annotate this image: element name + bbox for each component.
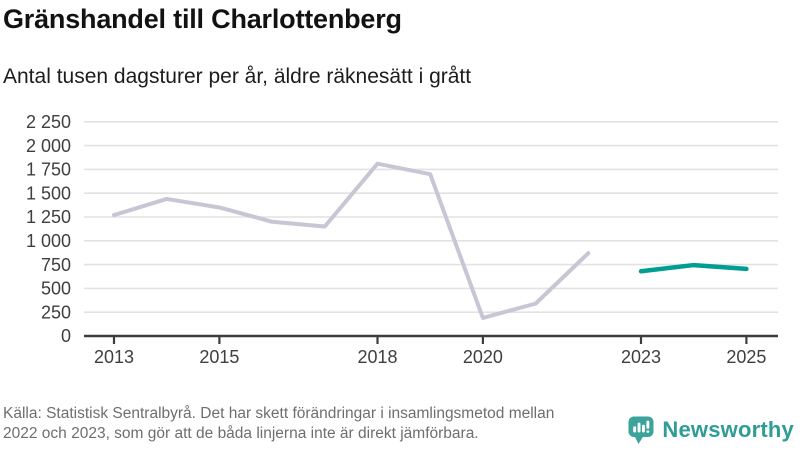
- y-tick-label: 750: [41, 255, 71, 275]
- x-tick-label: 2020: [463, 347, 503, 367]
- y-tick-label: 1 750: [26, 160, 71, 180]
- y-tick-label: 1 000: [26, 231, 71, 251]
- y-tick-label: 500: [41, 279, 71, 299]
- x-tick-label: 2023: [621, 347, 661, 367]
- source-note: Källa: Statistisk Sentralbyrå. Det har s…: [3, 405, 555, 442]
- bar-chart-glyph: [633, 420, 650, 433]
- y-tick-label: 0: [61, 326, 71, 346]
- chart-title: Gränshandel till Charlottenberg: [3, 4, 402, 34]
- y-tick-label: 1 250: [26, 207, 71, 227]
- newsworthy-bubble-chart-icon: [628, 416, 654, 444]
- chart-subtitle: Antal tusen dagsturer per år, äldre räkn…: [3, 65, 472, 88]
- x-tick-label: 2013: [94, 347, 134, 367]
- series-line-old-method: [112, 161, 591, 320]
- x-tick-label: 2015: [199, 347, 239, 367]
- newsworthy-logo-text: Newsworthy: [662, 417, 794, 442]
- y-tick-label: 2 000: [26, 136, 71, 156]
- chart-canvas: 0 250 500 750 1 000 1 250 1 500 1 750 2 000 2 250…: [26, 112, 778, 367]
- newsworthy-logo: Newsworthy: [628, 415, 794, 445]
- series-line-new-method: [638, 262, 749, 274]
- y-tick-label: 2 250: [26, 112, 71, 132]
- y-tick-label: 1 500: [26, 183, 71, 203]
- line-chart: 0 250 500 750 1 000 1 250 1 500 1 750 2 000 2 250…: [0, 100, 800, 392]
- y-tick-label: 250: [41, 302, 71, 322]
- x-tick-label: 2018: [357, 347, 397, 367]
- x-tick-label: 2025: [726, 347, 766, 367]
